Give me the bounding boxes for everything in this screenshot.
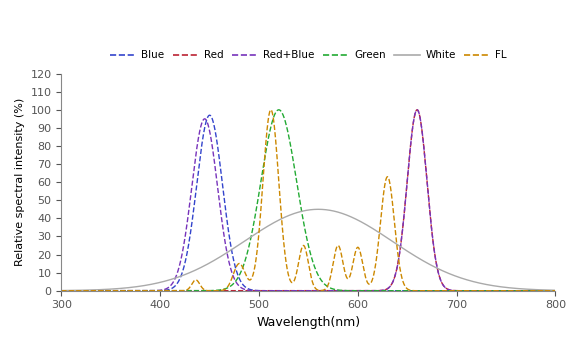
Legend: Blue, Red, Red+Blue, Green, White, FL: Blue, Red, Red+Blue, Green, White, FL xyxy=(106,46,511,65)
Y-axis label: Relative spectral intensity (%): Relative spectral intensity (%) xyxy=(15,98,25,266)
X-axis label: Wavelength(nm): Wavelength(nm) xyxy=(256,316,360,329)
